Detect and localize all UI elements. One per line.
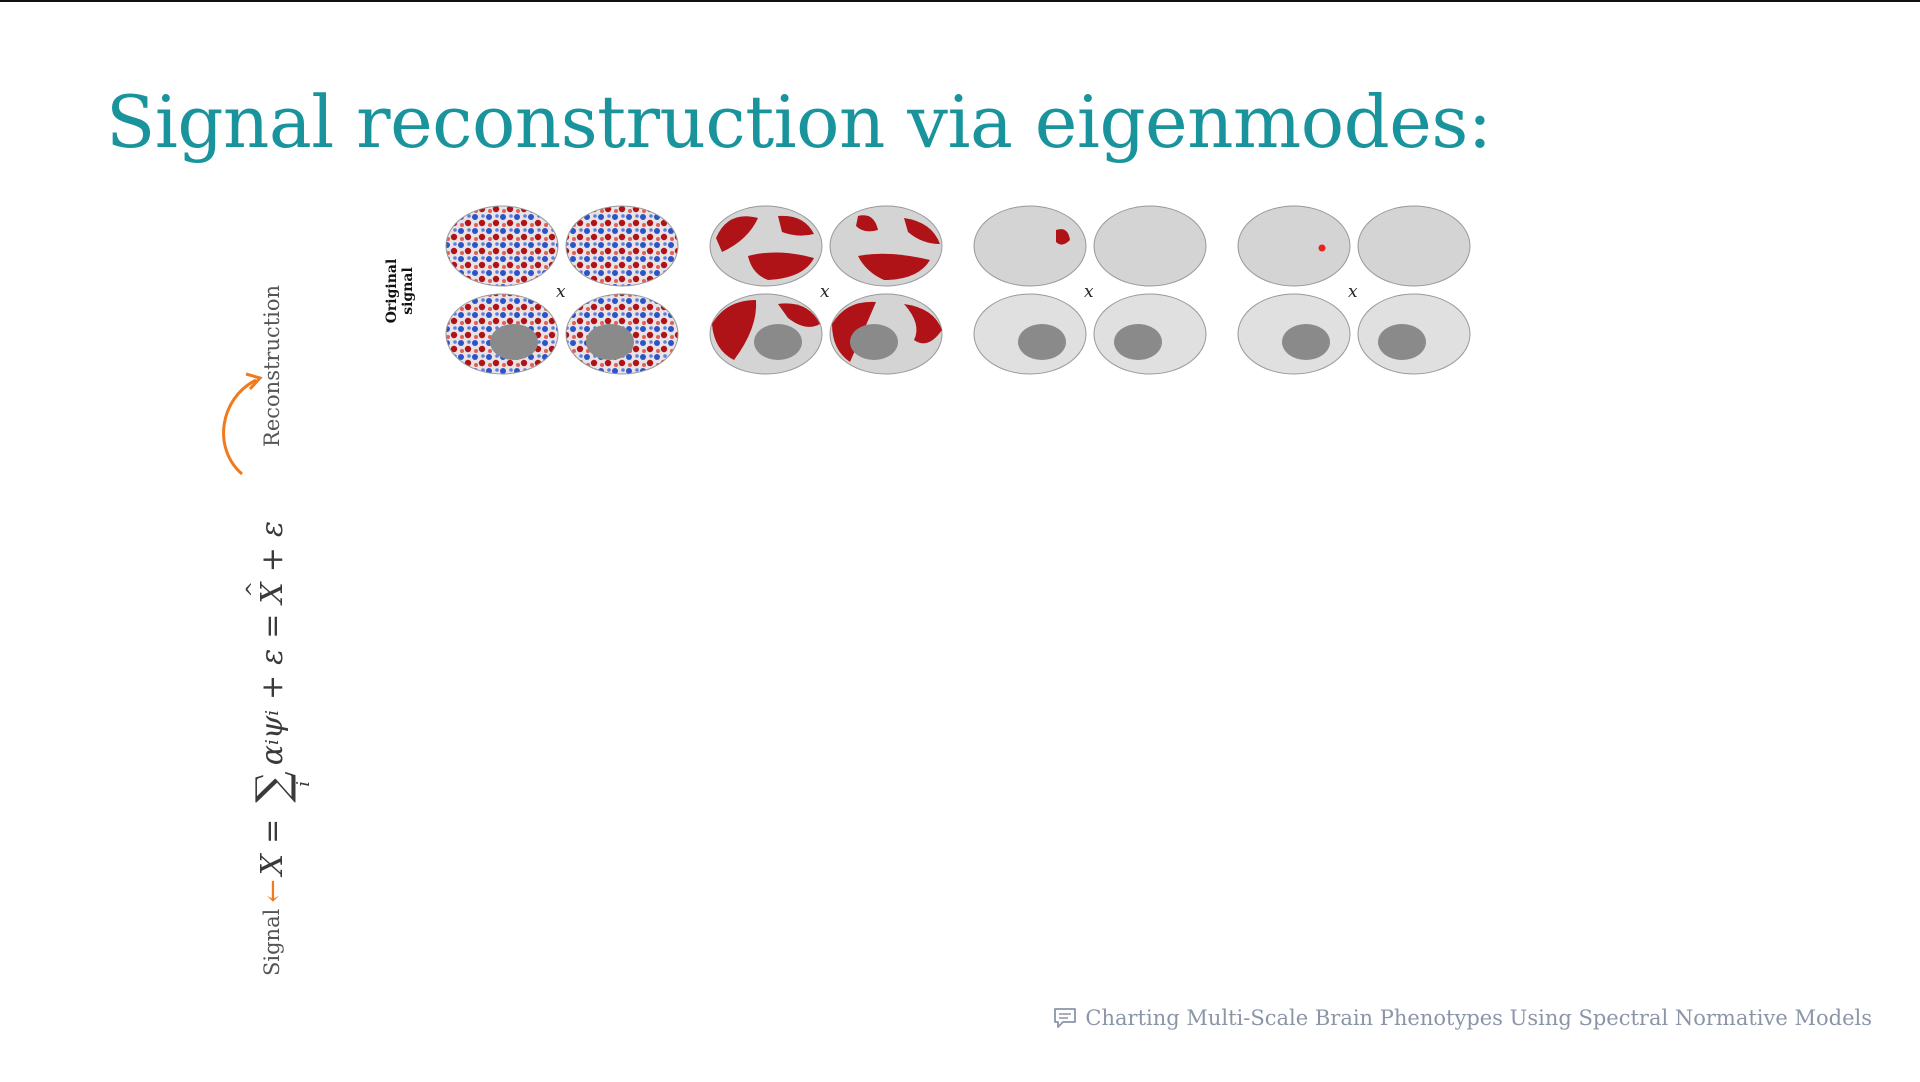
alpha-term: α <box>254 745 290 766</box>
panel-mode-large: x <box>708 200 948 386</box>
psi-term: ψ <box>254 715 290 740</box>
equals-sign-2: = <box>254 613 290 639</box>
xhat-term: ^ X <box>240 580 290 604</box>
lhs-x: X <box>254 853 290 876</box>
sum-subscript: i <box>292 780 314 787</box>
plus-sign-2: + <box>254 547 290 573</box>
panel-mode-single: x <box>972 200 1212 386</box>
panel-original-signal: x <box>444 200 684 386</box>
brain-point-image <box>1237 205 1471 375</box>
arrow-left-icon: ← <box>255 879 289 903</box>
curved-arrow-icon <box>222 372 263 476</box>
multiplier-x: x <box>820 282 830 302</box>
panel-mode-point: x <box>1236 200 1476 386</box>
brain-large-patches-image <box>709 205 943 375</box>
multiplier-x: x <box>556 282 566 302</box>
footer: Charting Multi-Scale Brain Phenotypes Us… <box>1053 1006 1872 1030</box>
multiplier-x: x <box>1348 282 1358 302</box>
psi-index: i <box>261 709 283 716</box>
reconstruction-label: Reconstruction <box>260 284 284 447</box>
footer-text: Charting Multi-Scale Brain Phenotypes Us… <box>1085 1006 1872 1030</box>
plus-sign: + <box>254 674 290 700</box>
multiplier-x: x <box>1084 282 1094 302</box>
brain-figure: x x <box>398 200 1488 390</box>
brain-single-patch-image <box>973 205 1207 375</box>
signal-label: Signal <box>260 908 284 976</box>
slide-title: Signal reconstruction via eigenmodes: <box>106 80 1492 164</box>
equals-sign: = <box>254 818 290 844</box>
epsilon-term-2: ε <box>254 520 290 538</box>
brain-noise-image <box>445 205 679 375</box>
epsilon-term: ε <box>254 648 290 665</box>
alpha-index: i <box>261 739 283 746</box>
sum-symbol: ∑ i <box>246 771 314 803</box>
comment-icon <box>1054 1008 1077 1028</box>
top-rule <box>0 0 1920 2</box>
